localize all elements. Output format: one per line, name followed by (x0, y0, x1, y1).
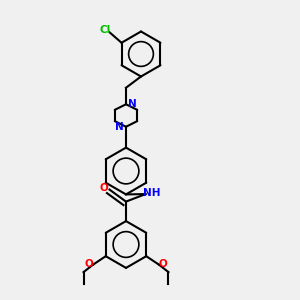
Text: NH: NH (143, 188, 161, 199)
Text: Cl: Cl (99, 25, 111, 35)
Text: O: O (159, 259, 167, 269)
Text: N: N (115, 122, 124, 132)
Text: O: O (85, 259, 93, 269)
Text: O: O (100, 183, 109, 193)
Text: N: N (128, 99, 137, 109)
